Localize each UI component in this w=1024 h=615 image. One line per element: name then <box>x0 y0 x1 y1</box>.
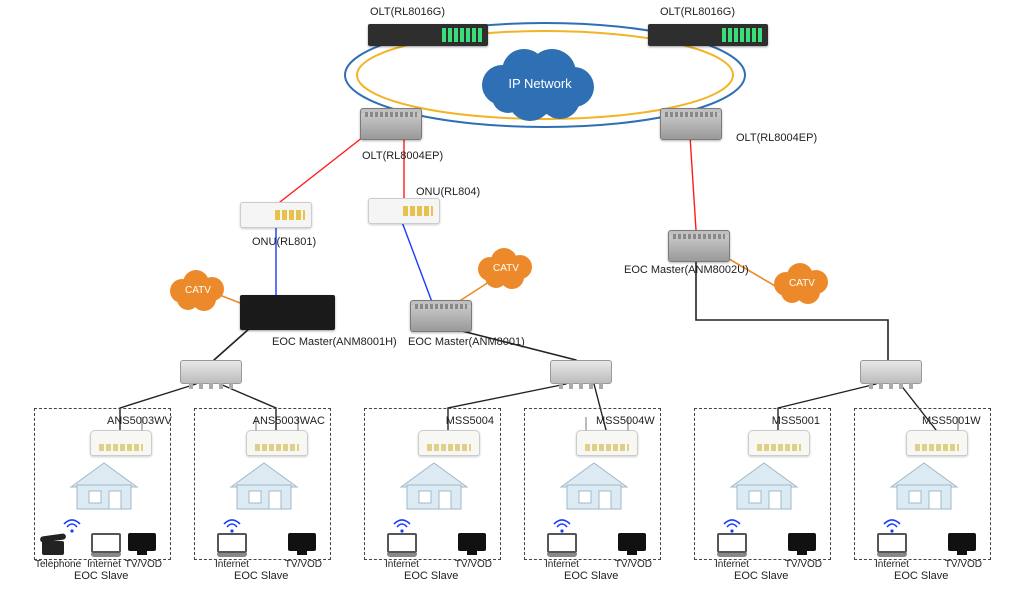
eoc-slave-label: EOC Slave <box>564 570 618 582</box>
em1-label: EOC Master(ANM8001H) <box>272 336 397 348</box>
telephone-label: Telephone <box>35 559 81 570</box>
premises-5: InternetTV/VOD <box>694 408 831 560</box>
sp3 <box>860 360 922 384</box>
wifi-icon <box>63 519 81 533</box>
premises-6: InternetTV/VOD <box>854 408 991 560</box>
house-icon <box>719 457 809 512</box>
premises-1: TelephoneInternetTV/VOD <box>34 408 171 560</box>
sw1 <box>368 24 488 46</box>
premises-2: InternetTV/VOD <box>194 408 331 560</box>
olt1-label: OLT(RL8004EP) <box>362 150 443 162</box>
tv-icon <box>458 533 486 555</box>
em3-label: EOC Master(ANM8002U) <box>624 264 749 276</box>
eoc-slave-label: EOC Slave <box>734 570 788 582</box>
internet-label: Internet <box>545 559 579 570</box>
wifi-icon <box>223 519 241 533</box>
edge <box>402 222 432 302</box>
ip-network-label: IP Network <box>508 76 572 91</box>
catv-cloud: CATV <box>170 270 224 311</box>
laptop-icon <box>877 533 907 555</box>
internet-label: Internet <box>87 559 121 570</box>
onu1 <box>240 202 312 228</box>
tv-icon <box>288 533 316 555</box>
internet-label: Internet <box>215 559 249 570</box>
tvvod-label: TV/VOD <box>785 559 822 570</box>
wifi-icon <box>723 519 741 533</box>
onu1-label: ONU(RL801) <box>252 236 316 248</box>
edge <box>690 136 696 230</box>
sw1-label: OLT(RL8016G) <box>370 6 445 18</box>
olt2 <box>660 108 722 140</box>
laptop-icon <box>547 533 577 555</box>
telephone-icon <box>39 533 67 555</box>
olt1 <box>360 108 422 140</box>
house-icon <box>549 457 639 512</box>
premises-4: InternetTV/VOD <box>524 408 661 560</box>
network-diagram: { "type": "network", "canvas": { "w": 10… <box>0 0 1024 615</box>
tvvod-label: TV/VOD <box>285 559 322 570</box>
wifi-icon <box>883 519 901 533</box>
house-icon <box>389 457 479 512</box>
sw2 <box>648 24 768 46</box>
sp1 <box>180 360 242 384</box>
eoc-slave-label: EOC Slave <box>404 570 458 582</box>
laptop-icon <box>717 533 747 555</box>
onu2 <box>368 198 440 224</box>
tv-icon <box>128 533 156 555</box>
sw2-label: OLT(RL8016G) <box>660 6 735 18</box>
svg-text:CATV: CATV <box>789 278 815 289</box>
tv-icon <box>788 533 816 555</box>
edge <box>214 328 250 360</box>
internet-label: Internet <box>715 559 749 570</box>
svg-text:CATV: CATV <box>493 263 519 274</box>
wifi-icon <box>393 519 411 533</box>
internet-label: Internet <box>875 559 909 570</box>
tvvod-label: TV/VOD <box>945 559 982 570</box>
laptop-icon <box>91 533 121 555</box>
eoc-slave-label: EOC Slave <box>74 570 128 582</box>
onu2-label: ONU(RL804) <box>416 186 480 198</box>
tv-icon <box>618 533 646 555</box>
edge <box>458 280 492 302</box>
tv-icon <box>948 533 976 555</box>
em2 <box>410 300 472 332</box>
tvvod-label: TV/VOD <box>615 559 652 570</box>
premises-3: InternetTV/VOD <box>364 408 501 560</box>
olt2-label: OLT(RL8004EP) <box>736 132 817 144</box>
catv-cloud: CATV <box>478 248 532 289</box>
svg-text:CATV: CATV <box>185 285 211 296</box>
laptop-icon <box>387 533 417 555</box>
catv-cloud: CATV <box>774 263 828 304</box>
tvvod-label: TV/VOD <box>455 559 492 570</box>
sp2 <box>550 360 612 384</box>
edge <box>280 130 372 202</box>
em1 <box>240 295 335 330</box>
eoc-slave-label: EOC Slave <box>234 570 288 582</box>
em3 <box>668 230 730 262</box>
internet-label: Internet <box>385 559 419 570</box>
house-icon <box>219 457 309 512</box>
eoc-slave-label: EOC Slave <box>894 570 948 582</box>
house-icon <box>879 457 969 512</box>
tvvod-label: TV/VOD <box>125 559 162 570</box>
wifi-icon <box>553 519 571 533</box>
house-icon <box>59 457 149 512</box>
laptop-icon <box>217 533 247 555</box>
em2-label: EOC Master(ANM8001) <box>408 336 525 348</box>
